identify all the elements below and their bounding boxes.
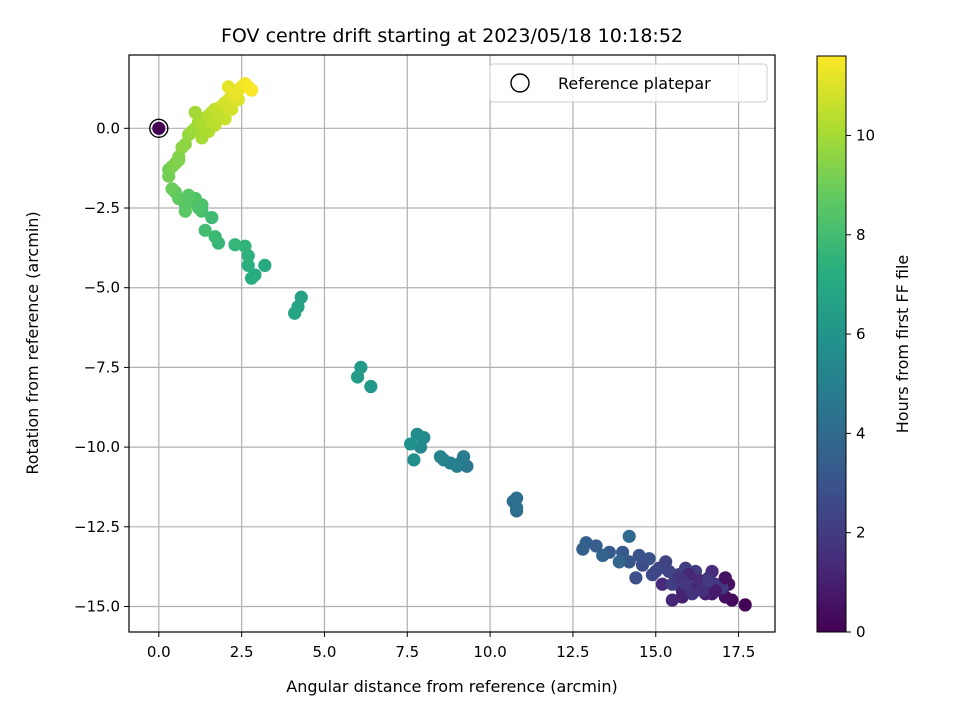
data-point <box>364 379 378 394</box>
x-tick-label: 15.0 <box>639 643 672 661</box>
data-point <box>238 239 252 253</box>
data-point <box>695 583 709 598</box>
y-tick-label: −2.5 <box>84 199 120 217</box>
data-point <box>410 427 424 441</box>
data-point <box>258 258 272 272</box>
data-point <box>228 238 242 252</box>
y-axis-ticks: 0.0 −2.5 −5.0 −7.5 −10.0 −12.5 −15.0 <box>74 119 129 615</box>
data-point <box>225 102 239 116</box>
y-tick-label: −10.0 <box>74 438 120 456</box>
reference-point-dot <box>152 121 166 135</box>
data-point <box>288 306 302 320</box>
x-tick-label: 7.5 <box>395 643 419 661</box>
data-point <box>622 529 636 543</box>
y-tick-label: −15.0 <box>74 597 120 615</box>
data-point <box>596 548 610 563</box>
data-points <box>162 77 752 612</box>
x-axis-ticks: 0.0 2.5 5.0 7.5 10.0 12.5 15.0 17.5 <box>147 632 755 661</box>
data-point <box>642 552 656 566</box>
grid-lines <box>129 55 775 632</box>
colorbar-tick-label: 8 <box>856 226 866 244</box>
x-tick-label: 17.5 <box>722 643 755 661</box>
y-tick-label: −12.5 <box>74 518 120 536</box>
data-point <box>738 598 752 612</box>
data-point <box>675 590 689 604</box>
data-point <box>718 571 732 585</box>
data-point <box>165 182 179 196</box>
colorbar-gradient <box>816 55 847 633</box>
data-point <box>198 223 212 237</box>
data-point <box>576 542 590 556</box>
colorbar-tick-label: 2 <box>856 524 866 542</box>
data-point <box>211 108 226 123</box>
y-tick-label: 0.0 <box>96 119 120 137</box>
data-point <box>659 555 673 569</box>
data-point <box>612 555 626 569</box>
data-point <box>244 83 259 97</box>
data-point <box>622 555 636 569</box>
legend-box <box>489 63 768 103</box>
data-point <box>403 437 418 451</box>
colorbar-tick-label: 10 <box>856 126 875 144</box>
data-point <box>702 574 716 588</box>
x-tick-label: 10.0 <box>473 643 506 661</box>
data-point <box>188 105 202 119</box>
y-tick-label: −5.0 <box>84 279 120 297</box>
data-point <box>509 491 524 505</box>
data-point <box>407 453 421 467</box>
y-tick-label: −7.5 <box>84 358 120 376</box>
plot-frame <box>128 54 776 633</box>
data-point <box>655 577 669 591</box>
data-point <box>665 593 679 607</box>
data-point <box>649 564 663 579</box>
x-tick-label: 2.5 <box>230 643 254 661</box>
chart-title: FOV centre drift starting at 2023/05/18 … <box>221 25 683 47</box>
colorbar: 0 2 4 6 8 10 Hours from first FF file <box>816 55 912 641</box>
data-point <box>208 230 222 244</box>
data-point <box>172 153 186 167</box>
colorbar-tick-label: 6 <box>856 325 866 343</box>
data-point <box>685 587 699 601</box>
x-axis-label: Angular distance from reference (arcmin) <box>286 677 617 696</box>
data-point <box>191 201 206 215</box>
x-tick-label: 5.0 <box>313 643 337 661</box>
data-point <box>632 548 646 563</box>
colorbar-tick-label: 0 <box>856 623 866 641</box>
data-point <box>244 271 259 285</box>
x-tick-label: 12.5 <box>556 643 589 661</box>
data-point <box>182 188 196 202</box>
colorbar-ticks: 0 2 4 6 8 10 <box>846 126 875 641</box>
data-point <box>708 583 722 598</box>
data-point <box>228 86 242 100</box>
x-tick-label: 0.0 <box>147 643 171 661</box>
data-point <box>178 204 192 218</box>
data-point <box>241 258 255 272</box>
data-point <box>509 501 524 515</box>
legend-marker-icon <box>510 73 530 93</box>
colorbar-tick-label: 4 <box>856 424 866 442</box>
legend-entry-reference: Reference platepar <box>558 74 711 93</box>
data-point <box>678 577 693 591</box>
reference-point-ring <box>149 118 169 139</box>
data-point <box>456 450 471 464</box>
data-point <box>629 571 643 585</box>
data-point <box>205 210 219 225</box>
data-point <box>433 450 448 464</box>
y-axis-label: Rotation from reference (arcmin) <box>23 211 42 474</box>
colorbar-label: Hours from first FF file <box>893 255 912 434</box>
data-point <box>350 370 365 384</box>
legend: Reference platepar <box>489 63 768 103</box>
data-point <box>589 539 603 553</box>
reference-point <box>149 118 169 139</box>
